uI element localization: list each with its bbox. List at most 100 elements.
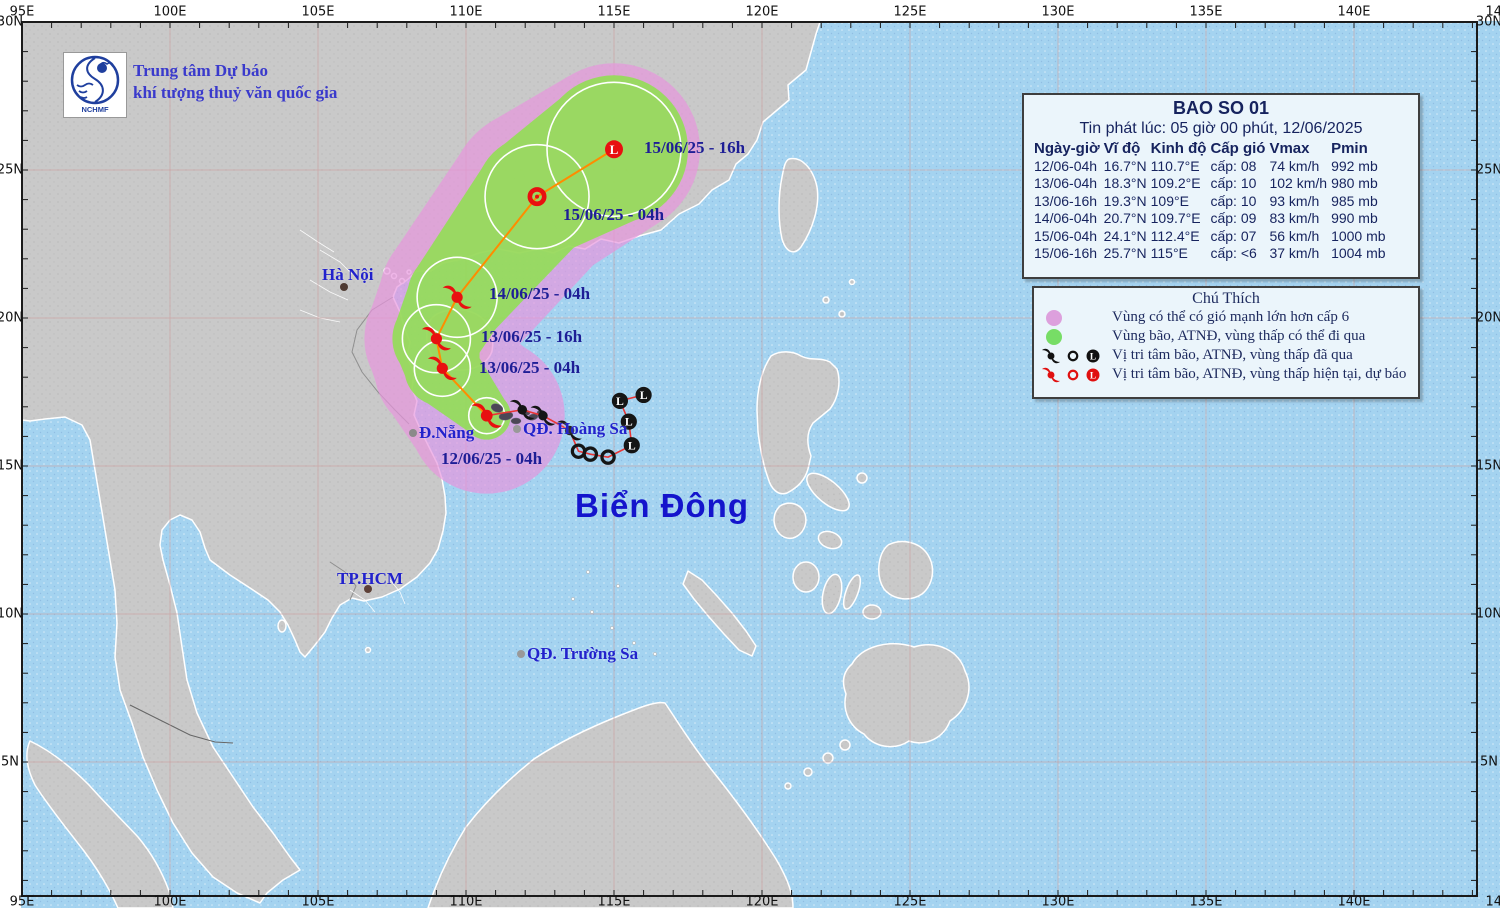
svg-text:L: L xyxy=(1090,352,1096,362)
legend-item-label: Vị tri tâm bão, ATNĐ, vùng thấp hiện tại… xyxy=(1112,366,1407,382)
table-row: 13/06-04h 18.3°N 109.2°E cấp: 10 102 km/h 980… xyxy=(1032,175,1388,193)
land-island xyxy=(817,530,843,550)
track-date-label: 13/06/25 - 04h xyxy=(479,358,581,377)
table-cell: 18.3°N xyxy=(1103,175,1147,191)
lon-label-bottom: 125E xyxy=(893,894,927,908)
typhoon-symbol xyxy=(442,285,472,309)
lat-label-right: 15N xyxy=(1475,458,1500,474)
land-condao xyxy=(364,646,372,654)
table-cell: 102 km/h xyxy=(1269,175,1328,191)
lon-label-top: 100E xyxy=(153,4,187,20)
table-cell: 109.2°E xyxy=(1150,175,1201,191)
table-cell: 19.3°N xyxy=(1103,192,1147,209)
nchmf-logo-icon: NCHMF xyxy=(70,55,120,114)
place-dot xyxy=(364,585,372,593)
typhoon-symbol xyxy=(557,420,582,441)
legend-item: L Vị tri tâm bão, ATNĐ, vùng thấp hiện tạ… xyxy=(1034,365,1418,384)
lon-label-top: 130E xyxy=(1041,4,1075,20)
legend-box: Chú Thích Vùng có thể có gió mạnh lớn hơ… xyxy=(1032,286,1420,399)
table-cell: 37 km/h xyxy=(1269,245,1320,261)
lon-label-bottom: 115E xyxy=(597,894,631,908)
land-borneo xyxy=(427,701,794,908)
org-name-line2: khí tượng thuỷ văn quốc gia xyxy=(133,83,338,102)
land-mindanao xyxy=(842,643,970,748)
ring-symbol xyxy=(570,443,587,459)
table-cell: 25.7°N xyxy=(1103,245,1147,261)
truongsa-islets xyxy=(570,570,657,656)
lat-label-left: 30N xyxy=(0,14,24,30)
table-cell: cấp: 09 xyxy=(1210,210,1257,226)
table-cell: 13/06-04h xyxy=(1034,175,1098,191)
table-cell: cấp: <6 xyxy=(1210,245,1257,261)
storm-info-box: BAO SO 01 Tin phát lúc: 05 giờ 00 phút, … xyxy=(1022,93,1420,279)
lon-label-top: 135E xyxy=(1189,4,1223,20)
track-date-label: 14/06/25 - 04h xyxy=(489,284,591,303)
ring-symbol xyxy=(1067,350,1079,361)
table-cell: 1000 mb xyxy=(1331,227,1386,244)
lon-label-top: 115E xyxy=(597,4,631,20)
land-island xyxy=(856,472,868,484)
lon-label-top: 110E xyxy=(449,4,483,20)
org-name-line1: Trung tâm Dự báo xyxy=(133,61,269,80)
land-island xyxy=(839,739,851,751)
issued-time: Tin phát lúc: 05 giờ 00 phút, 12/06/2025 xyxy=(1079,120,1363,137)
lat-label-right: 20N xyxy=(1475,310,1500,326)
typhoon-symbol xyxy=(427,356,457,381)
svg-text:L: L xyxy=(628,439,636,452)
land-samar xyxy=(878,540,934,600)
table-cell: 24.1°N xyxy=(1103,227,1147,244)
land-bohol xyxy=(862,604,882,620)
place-label: QĐ. Hoàng Sa xyxy=(523,419,628,438)
ldisc-symbol: L xyxy=(635,386,652,404)
table-row: 14/06-04h 20.7°N 109.7°E cấp: 09 83 km/h 990 … xyxy=(1032,210,1388,228)
ldisc-symbol: L xyxy=(623,437,640,454)
org-name: Trung tâm Dự báo khí tượng thuỷ văn quốc… xyxy=(133,60,337,104)
table-cell: cấp: 07 xyxy=(1210,227,1257,244)
land-mindoro xyxy=(773,502,807,540)
legend-area-swatch xyxy=(1046,309,1062,326)
svg-text:NCHMF: NCHMF xyxy=(81,105,108,114)
land-island xyxy=(784,782,792,790)
table-cell: 13/06-16h xyxy=(1034,192,1098,209)
typhoon-symbol xyxy=(1042,348,1060,363)
table-cell: 112.4°E xyxy=(1150,227,1200,244)
lat-label-left: 10N xyxy=(0,606,24,622)
table-row: 12/06-04h 16.7°N 110.7°E cấp: 08 74 km/h 992 … xyxy=(1032,158,1388,176)
lon-label-bottom: 120E xyxy=(745,894,779,908)
lat-label-left: 5N xyxy=(1,754,19,770)
left-margin xyxy=(0,0,21,908)
track-date-label: 15/06/25 - 16h xyxy=(644,138,746,157)
lat-label-right: 5N xyxy=(1480,754,1498,770)
lon-label-bottom: 100E xyxy=(153,894,187,908)
table-cell: 56 km/h xyxy=(1269,227,1320,244)
land-taiwan xyxy=(778,157,819,253)
map-frame xyxy=(21,21,1478,897)
lon-label-bottom: 140E xyxy=(1337,894,1371,908)
lon-label-top: 120E xyxy=(745,4,779,20)
table-header: Vmax xyxy=(1269,140,1310,157)
ldisc-symbol: L xyxy=(1086,349,1100,362)
legend-symbol-icons: L xyxy=(1042,348,1100,363)
lon-label-top: 140E xyxy=(1337,4,1371,20)
lon-label-bottom: 130E xyxy=(1041,894,1075,908)
lon-label-top: 95E xyxy=(9,4,35,20)
legend-item-label: Vùng bão, ATNĐ, vùng thấp có thể đi qua xyxy=(1112,328,1366,344)
ldisc-symbol: L xyxy=(1086,368,1100,381)
table-cell: 110.7°E xyxy=(1150,157,1200,174)
table-cell: 16.7°N xyxy=(1103,157,1147,174)
land-luzon xyxy=(756,351,840,495)
lon-label-top: 145E xyxy=(1485,4,1500,20)
table-cell: 115°E xyxy=(1150,245,1188,261)
table-header: Kinh độ xyxy=(1150,140,1207,157)
land-islet xyxy=(838,310,846,318)
table-row: 15/06-16h 25.7°N 115°E cấp: <6 37 km/h 1004 m… xyxy=(1032,245,1388,263)
svg-text:L: L xyxy=(610,142,619,157)
table-cell: 14/06-04h xyxy=(1034,210,1098,226)
lat-label-left: 15N xyxy=(0,458,24,474)
ldisc-symbol: L xyxy=(620,413,637,430)
place-label: Hà Nội xyxy=(322,265,374,284)
storm-title: BAO SO 01 xyxy=(1172,98,1270,118)
table-cell: 12/06-04h xyxy=(1034,157,1098,174)
table-cell: 83 km/h xyxy=(1269,210,1320,226)
